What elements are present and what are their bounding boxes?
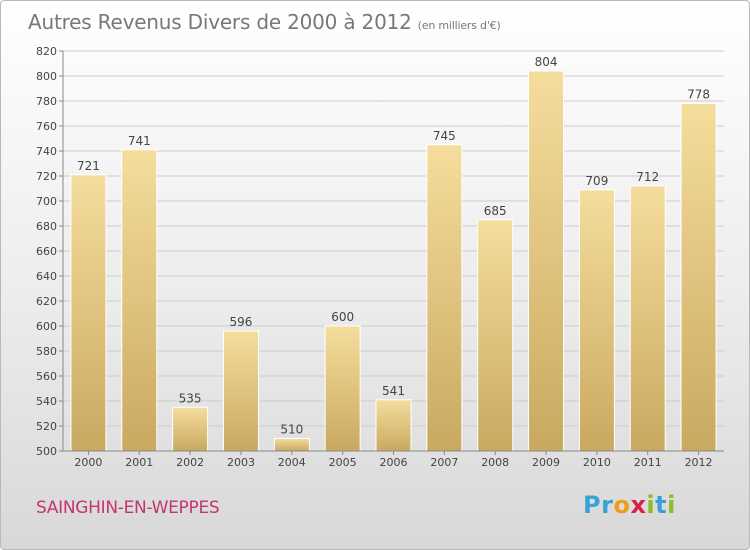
bar-value-label: 721 <box>77 159 100 173</box>
logo-letter: t <box>655 491 668 519</box>
x-axis-ticks: 2000 2001 2002 2003 2004 2005 2006 2007 2008 2009… <box>63 450 724 469</box>
bar <box>324 325 361 452</box>
y-tick-label: 740 <box>36 145 57 158</box>
commune-name: SAINGHIN-EN-WEPPES <box>36 498 220 518</box>
x-tick-label: 2004 <box>278 456 306 469</box>
y-tick-label: 640 <box>36 270 57 283</box>
bar <box>172 406 209 452</box>
x-tick-label: 2008 <box>481 456 509 469</box>
logo-letter: P <box>583 491 602 519</box>
x-tick-label: 2002 <box>176 456 204 469</box>
bar-value-label: 541 <box>382 384 405 398</box>
bar-value-label: 535 <box>179 391 202 405</box>
logo-letter: i <box>646 491 656 519</box>
bar <box>375 399 412 452</box>
y-tick-label: 500 <box>36 445 57 458</box>
bar <box>121 149 158 452</box>
bar-value-label: 685 <box>484 204 507 218</box>
bar-value-label: 600 <box>331 310 354 324</box>
logo-letter: x <box>630 491 647 519</box>
y-tick-label: 820 <box>36 45 57 58</box>
chart-subtitle: (en milliers d'€) <box>417 19 501 32</box>
y-tick-label: 620 <box>36 295 57 308</box>
x-tick-label: 2006 <box>380 456 408 469</box>
proxiti-logo: Proxiti <box>583 491 676 519</box>
bar-value-label: 596 <box>230 315 253 329</box>
bar <box>629 185 666 452</box>
bar <box>426 144 463 452</box>
x-tick-label: 2005 <box>329 456 357 469</box>
x-tick-label: 2010 <box>583 456 611 469</box>
y-tick-label: 540 <box>36 395 57 408</box>
logo-letter: o <box>613 491 631 519</box>
y-tick-label: 700 <box>36 195 57 208</box>
y-axis-ticks: 500 520 540 560 580 600 620 640 660 680 700 720 740 7… <box>36 45 64 458</box>
logo-letter: r <box>601 491 614 519</box>
chart-title: Autres Revenus Divers de 2000 à 2012 (en … <box>28 10 501 34</box>
y-tick-label: 800 <box>36 70 57 83</box>
y-tick-label: 760 <box>36 120 57 133</box>
x-tick-label: 2012 <box>685 456 713 469</box>
bars <box>70 70 717 452</box>
bar-value-label: 712 <box>636 170 659 184</box>
x-tick-label: 2001 <box>125 456 153 469</box>
bar <box>680 103 717 452</box>
x-tick-label: 2000 <box>74 456 102 469</box>
bar <box>273 438 310 452</box>
x-tick-label: 2007 <box>430 456 458 469</box>
bar <box>70 174 107 452</box>
value-labels: 721 741 535 596 510 600 541 745 685 804 709 712 778 <box>77 55 710 437</box>
chart-title-text: Autres Revenus Divers de 2000 à 2012 <box>28 10 412 34</box>
logo-letter: i <box>667 491 676 519</box>
bar-value-label: 510 <box>280 423 303 437</box>
y-tick-label: 780 <box>36 95 57 108</box>
x-tick-label: 2003 <box>227 456 255 469</box>
bar <box>477 219 514 452</box>
y-tick-label: 600 <box>36 320 57 333</box>
y-tick-label: 720 <box>36 170 57 183</box>
y-tick-label: 660 <box>36 245 57 258</box>
y-tick-label: 580 <box>36 345 57 358</box>
y-tick-label: 520 <box>36 420 57 433</box>
y-tick-label: 680 <box>36 220 57 233</box>
bar-value-label: 709 <box>585 174 608 188</box>
bar <box>528 70 565 452</box>
bar <box>578 189 615 452</box>
bar-value-label: 745 <box>433 129 456 143</box>
x-tick-label: 2009 <box>532 456 560 469</box>
bar-value-label: 804 <box>535 55 558 69</box>
x-tick-label: 2011 <box>634 456 662 469</box>
bar <box>222 330 259 452</box>
bar-value-label: 741 <box>128 134 151 148</box>
y-tick-label: 560 <box>36 370 57 383</box>
bar-value-label: 778 <box>687 88 710 102</box>
